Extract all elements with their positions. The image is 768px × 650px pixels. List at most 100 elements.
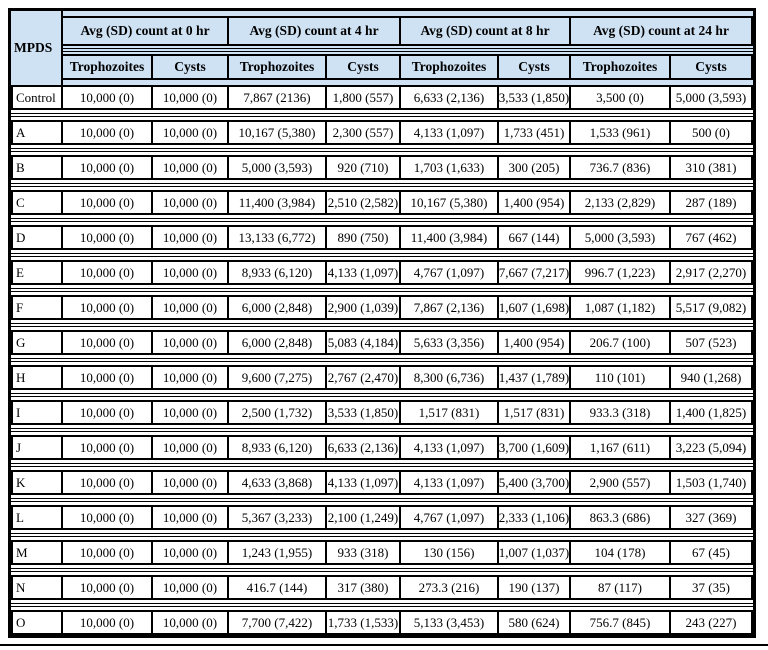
data-cell: 10,000 (0) [151,155,229,180]
data-cell: 5,000 (3,593) [569,225,671,250]
data-cell: 2,767 (2,470) [325,365,401,390]
row-label: A [11,120,63,145]
row-separator [11,320,753,330]
data-cell: 4,133 (1,097) [399,120,499,145]
table-row: B 10,000 (0) 10,000 (0) 5,000 (3,593) 920 (7… [11,155,753,180]
data-cell: 1,800 (557) [325,85,401,110]
data-cell: 273.3 (216) [399,575,499,600]
double-line [11,568,753,572]
data-cell: 10,000 (0) [151,260,229,285]
data-cell: 500 (0) [669,120,753,145]
table-row: C 10,000 (0) 10,000 (0) 11,400 (3,984) 2,510… [11,190,753,215]
double-line [11,148,753,152]
data-cell: 2,900 (1,039) [325,295,401,320]
data-cell: 7,667 (7,217) [497,260,571,285]
corner-header-mpds: MPDS [14,40,53,55]
row-label: H [11,365,63,390]
data-cell: 243 (227) [669,610,753,635]
data-cell: 327 (369) [669,505,753,530]
double-line [11,393,753,397]
table-row: F 10,000 (0) 10,000 (0) 6,000 (2,848) 2,900 … [11,295,753,320]
data-cell: 1,733 (451) [497,120,571,145]
data-cell: 4,633 (3,868) [227,470,327,495]
data-cell: 3,223 (5,094) [669,435,753,460]
data-cell: 10,000 (0) [61,330,153,355]
row-label: O [11,610,63,635]
group-header: Avg (SD) count at 0 hr [61,16,229,46]
table-row: K 10,000 (0) 10,000 (0) 4,633 (3,868) 4,133 … [11,470,753,495]
data-cell: 996.7 (1,223) [569,260,671,285]
row-label: M [11,540,63,565]
row-label: K [11,470,63,495]
data-cell: 920 (710) [325,155,401,180]
data-cell: 1,703 (1,633) [399,155,499,180]
data-cell: 5,367 (3,233) [227,505,327,530]
data-cell: 87 (117) [569,575,671,600]
table-row: M 10,000 (0) 10,000 (0) 1,243 (1,955) 933 (3… [11,540,753,565]
data-cell: 7,700 (7,422) [227,610,327,635]
data-cell: 507 (523) [669,330,753,355]
sub-header: Trophozoites [61,54,153,80]
data-cell: 940 (1,268) [669,365,753,390]
row-separator [11,460,753,470]
data-cell: 10,000 (0) [151,470,229,495]
row-label: G [11,330,63,355]
double-line [11,183,753,187]
data-cell: 1,007 (1,037) [497,540,571,565]
data-cell: 4,133 (1,097) [325,260,401,285]
double-line [11,463,753,467]
data-cell: 3,533 (1,850) [325,400,401,425]
data-cell: 580 (624) [497,610,571,635]
sub-header: Cysts [151,54,229,80]
data-cell: 5,133 (3,453) [399,610,499,635]
row-separator [11,215,753,225]
sub-header-row: Trophozoites Cysts Trophozoites Cysts Tropho… [61,54,753,80]
table-row: L 10,000 (0) 10,000 (0) 5,367 (3,233) 2,100 … [11,505,753,530]
data-cell: 37 (35) [669,575,753,600]
data-cell: 6,000 (2,848) [227,330,327,355]
data-cell: 6,000 (2,848) [227,295,327,320]
double-line [11,603,753,607]
data-cell: 2,133 (2,829) [569,190,671,215]
data-cell: 10,000 (0) [61,295,153,320]
row-separator [11,390,753,400]
data-cell: 4,133 (1,097) [325,470,401,495]
table-header: MPDS Avg (SD) count at 0 hr Avg (SD) coun… [11,11,753,85]
data-cell: 10,000 (0) [151,540,229,565]
data-cell: 1,517 (831) [497,400,571,425]
data-cell: 11,400 (3,984) [399,225,499,250]
data-cell: 1,503 (1,740) [669,470,753,495]
row-separator [11,285,753,295]
table-row: G 10,000 (0) 10,000 (0) 6,000 (2,848) 5,083 … [11,330,753,355]
row-label: J [11,435,63,460]
table-row: A 10,000 (0) 10,000 (0) 10,167 (5,380) 2,300… [11,120,753,145]
data-cell: 317 (380) [325,575,401,600]
data-cell: 10,000 (0) [61,575,153,600]
row-separator [11,495,753,505]
data-cell: 890 (750) [325,225,401,250]
double-line [11,253,753,257]
data-cell: 5,400 (3,700) [497,470,571,495]
double-line [11,358,753,362]
row-label: L [11,505,63,530]
sub-header: Cysts [497,54,571,80]
data-cell: 8,933 (6,120) [227,435,327,460]
data-cell: 8,300 (6,736) [399,365,499,390]
data-cell: 190 (137) [497,575,571,600]
data-cell: 10,000 (0) [151,330,229,355]
data-cell: 863.3 (686) [569,505,671,530]
table-row: I 10,000 (0) 10,000 (0) 2,500 (1,732) 3,533 … [11,400,753,425]
data-cell: 10,167 (5,380) [227,120,327,145]
data-cell: 7,867 (2,136) [399,295,499,320]
data-cell: 13,133 (6,772) [227,225,327,250]
data-cell: 10,000 (0) [151,575,229,600]
data-cell: 287 (189) [669,190,753,215]
data-cell: 10,000 (0) [61,120,153,145]
header-separator [63,46,753,54]
data-cell: 310 (381) [669,155,753,180]
data-cell: 2,900 (557) [569,470,671,495]
double-line [11,288,753,292]
data-cell: 110 (101) [569,365,671,390]
row-separator [11,250,753,260]
data-cell: 9,600 (7,275) [227,365,327,390]
